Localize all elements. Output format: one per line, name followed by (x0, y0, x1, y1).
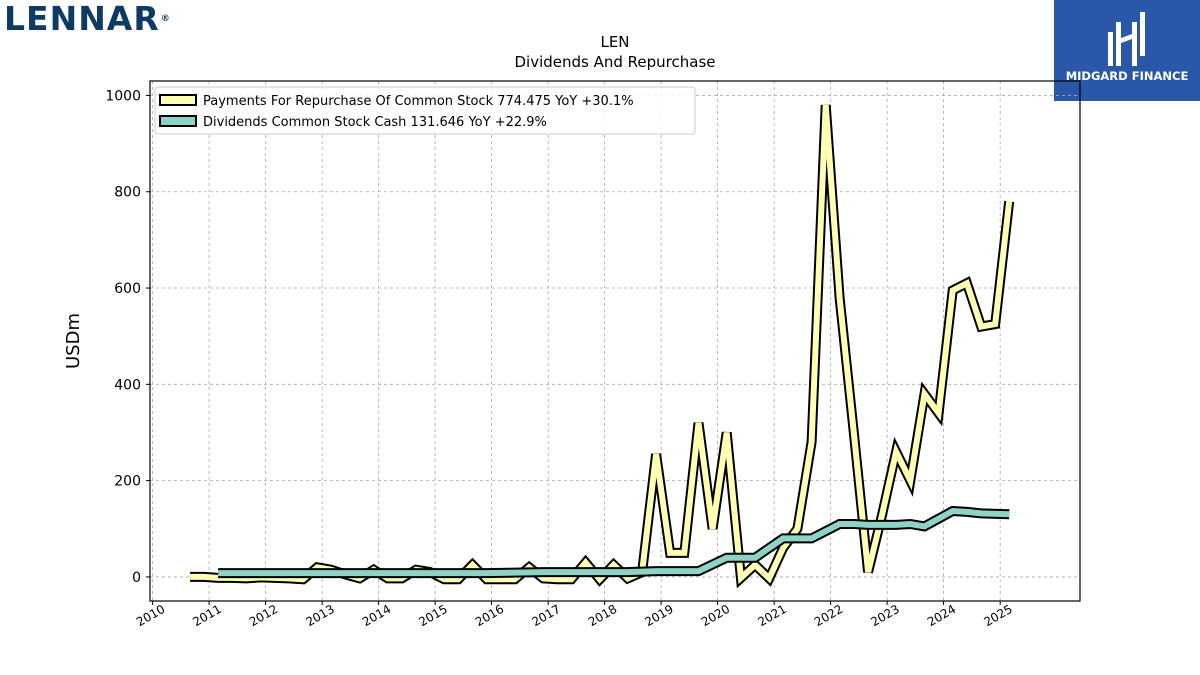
y-tick-label: 600 (114, 281, 141, 297)
registered-mark: ® (160, 14, 171, 24)
x-tick-label: 2015 (416, 602, 449, 629)
chart-title: LEN (600, 33, 629, 51)
x-tick-label: 2018 (586, 602, 619, 629)
x-tick-label: 2024 (925, 602, 958, 629)
legend-entry: Payments For Repurchase Of Common Stock … (203, 94, 634, 109)
x-tick-label: 2012 (247, 602, 280, 629)
lennar-logo: LENNAR® (4, 2, 171, 36)
x-tick-label: 2010 (134, 602, 167, 629)
y-axis: 0 200 400 600 800 1000 (105, 88, 150, 586)
legend-swatch (159, 115, 197, 127)
y-tick-label: 0 (132, 570, 141, 586)
midgard-finance-text: MIDGARD FINANCE (1065, 69, 1189, 83)
y-tick-label: 800 (114, 185, 141, 201)
x-tick-label: 2014 (360, 602, 393, 629)
x-axis: 2010 2011 2012 2013 2014 2015 2016 2017 2018 2019… (134, 601, 1015, 629)
midgard-finance-logo-graphic (1054, 0, 1200, 101)
x-tick-label: 2023 (868, 602, 901, 629)
legend-box (154, 86, 696, 135)
midgard-finance-logo: MIDGARD FINANCE (1054, 0, 1200, 101)
x-tick-label: 2025 (981, 602, 1014, 629)
series-repurchase (190, 104, 1015, 589)
x-tick-label: 2011 (190, 602, 223, 629)
x-tick-label: 2016 (473, 602, 506, 629)
series-layer (190, 104, 1015, 589)
plot-frame (149, 80, 1081, 602)
y-axis-label: USDm (63, 313, 84, 369)
lennar-logo-text: LENNAR (4, 0, 160, 38)
legend-swatch (159, 94, 197, 106)
logo-background (1054, 0, 1200, 101)
midgard-emblem-icon (1108, 12, 1145, 66)
x-tick-label: 2017 (529, 602, 562, 629)
legend: Payments For Repurchase Of Common Stock … (154, 86, 696, 135)
legend-entry: Dividends Common Stock Cash 131.646 YoY … (203, 115, 547, 130)
series-line (218, 507, 1010, 577)
series-line (190, 104, 1013, 585)
x-tick-label: 2013 (303, 602, 336, 629)
x-tick-label: 2022 (812, 602, 845, 629)
y-tick-label: 1000 (105, 88, 141, 104)
x-tick-label: 2019 (642, 602, 675, 629)
y-tick-label: 400 (114, 377, 141, 393)
x-tick-label: 2021 (755, 602, 788, 629)
x-tick-label: 2020 (699, 602, 732, 629)
series-dividends (218, 505, 1010, 579)
chart-subtitle: Dividends And Repurchase (514, 53, 715, 71)
y-tick-label: 200 (114, 474, 141, 490)
